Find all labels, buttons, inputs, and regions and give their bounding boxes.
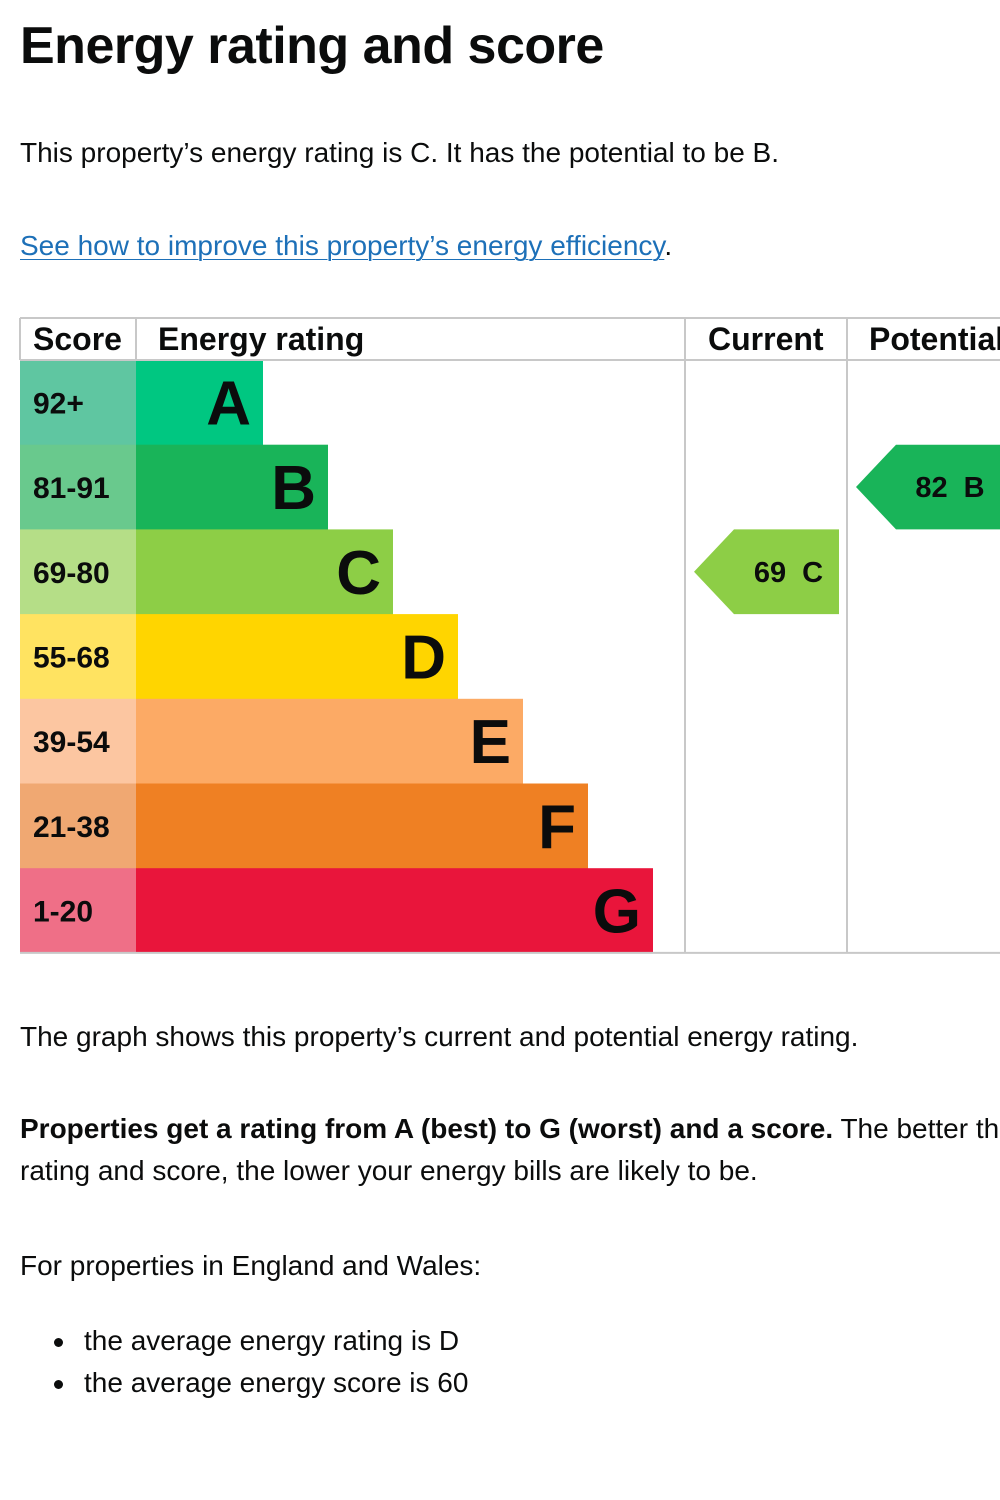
rating-letter-f: F: [538, 793, 576, 862]
score-cell-e: [20, 698, 136, 784]
rating-bar-a: [136, 360, 263, 446]
rating-bar-d: [136, 614, 458, 700]
header-potential: Potential: [869, 321, 1000, 357]
score-cell-a: [20, 360, 136, 446]
link-suffix: .: [664, 230, 673, 261]
rating-bar-c: [136, 529, 393, 615]
score-range-d: 55-68: [33, 641, 110, 674]
score-range-e: 39-54: [33, 726, 110, 759]
score-range-a: 92+: [33, 387, 84, 420]
score-cell-b: [20, 444, 136, 530]
page-title: Energy rating and score: [20, 17, 604, 75]
energy-rating-chart: 92+ A81-91 B69-80 C55-68 D39-54 E21-38 F1-20 G …: [19, 317, 1000, 954]
score-range-g: 1-20: [33, 896, 93, 929]
rating-explanation-rest: The better the rating and score, the low…: [20, 1113, 1000, 1186]
rating-explanation-bold: Properties get a rating from A (best) to…: [20, 1113, 834, 1144]
header-score: Score: [33, 321, 122, 357]
score-cell-f: [20, 783, 136, 869]
average-rating-item: the average energy rating is D: [20, 1320, 468, 1362]
rating-letter-e: E: [470, 708, 511, 777]
potential-rating-label: 82 B: [915, 472, 984, 504]
improve-efficiency-link[interactable]: See how to improve this property’s energ…: [20, 230, 665, 261]
rating-bar-b: [136, 444, 328, 530]
header-energy-rating: Energy rating: [158, 321, 364, 357]
score-range-f: 21-38: [33, 811, 110, 844]
rating-letter-d: D: [401, 623, 446, 692]
improve-link-paragraph: See how to improve this property’s energ…: [20, 225, 672, 267]
current-rating-arrow: [694, 529, 839, 615]
rating-letter-g: G: [593, 878, 641, 947]
rating-explanation: Properties get a rating from A (best) to…: [20, 1108, 1000, 1192]
rating-letter-a: A: [206, 369, 251, 438]
current-rating-label: 69 C: [754, 557, 823, 589]
score-cell-c: [20, 529, 136, 615]
rating-bar-g: [136, 868, 653, 954]
score-range-b: 81-91: [33, 472, 110, 505]
header-current: Current: [708, 321, 824, 357]
rating-summary: This property’s energy rating is C. It h…: [20, 137, 779, 168]
potential-rating-arrow: [856, 444, 1000, 530]
rating-letter-c: C: [336, 539, 381, 608]
score-cell-d: [20, 614, 136, 700]
score-range-c: 69-80: [33, 557, 110, 590]
averages-list: the average energy rating is D the avera…: [20, 1320, 468, 1404]
graph-caption: The graph shows this property’s current …: [20, 1021, 859, 1052]
rating-letter-b: B: [271, 454, 316, 523]
score-cell-g: [20, 868, 136, 954]
region-context: For properties in England and Wales:: [20, 1250, 482, 1281]
average-score-item: the average energy score is 60: [20, 1362, 468, 1404]
rating-bar-f: [136, 783, 588, 869]
rating-bar-e: [136, 698, 523, 784]
